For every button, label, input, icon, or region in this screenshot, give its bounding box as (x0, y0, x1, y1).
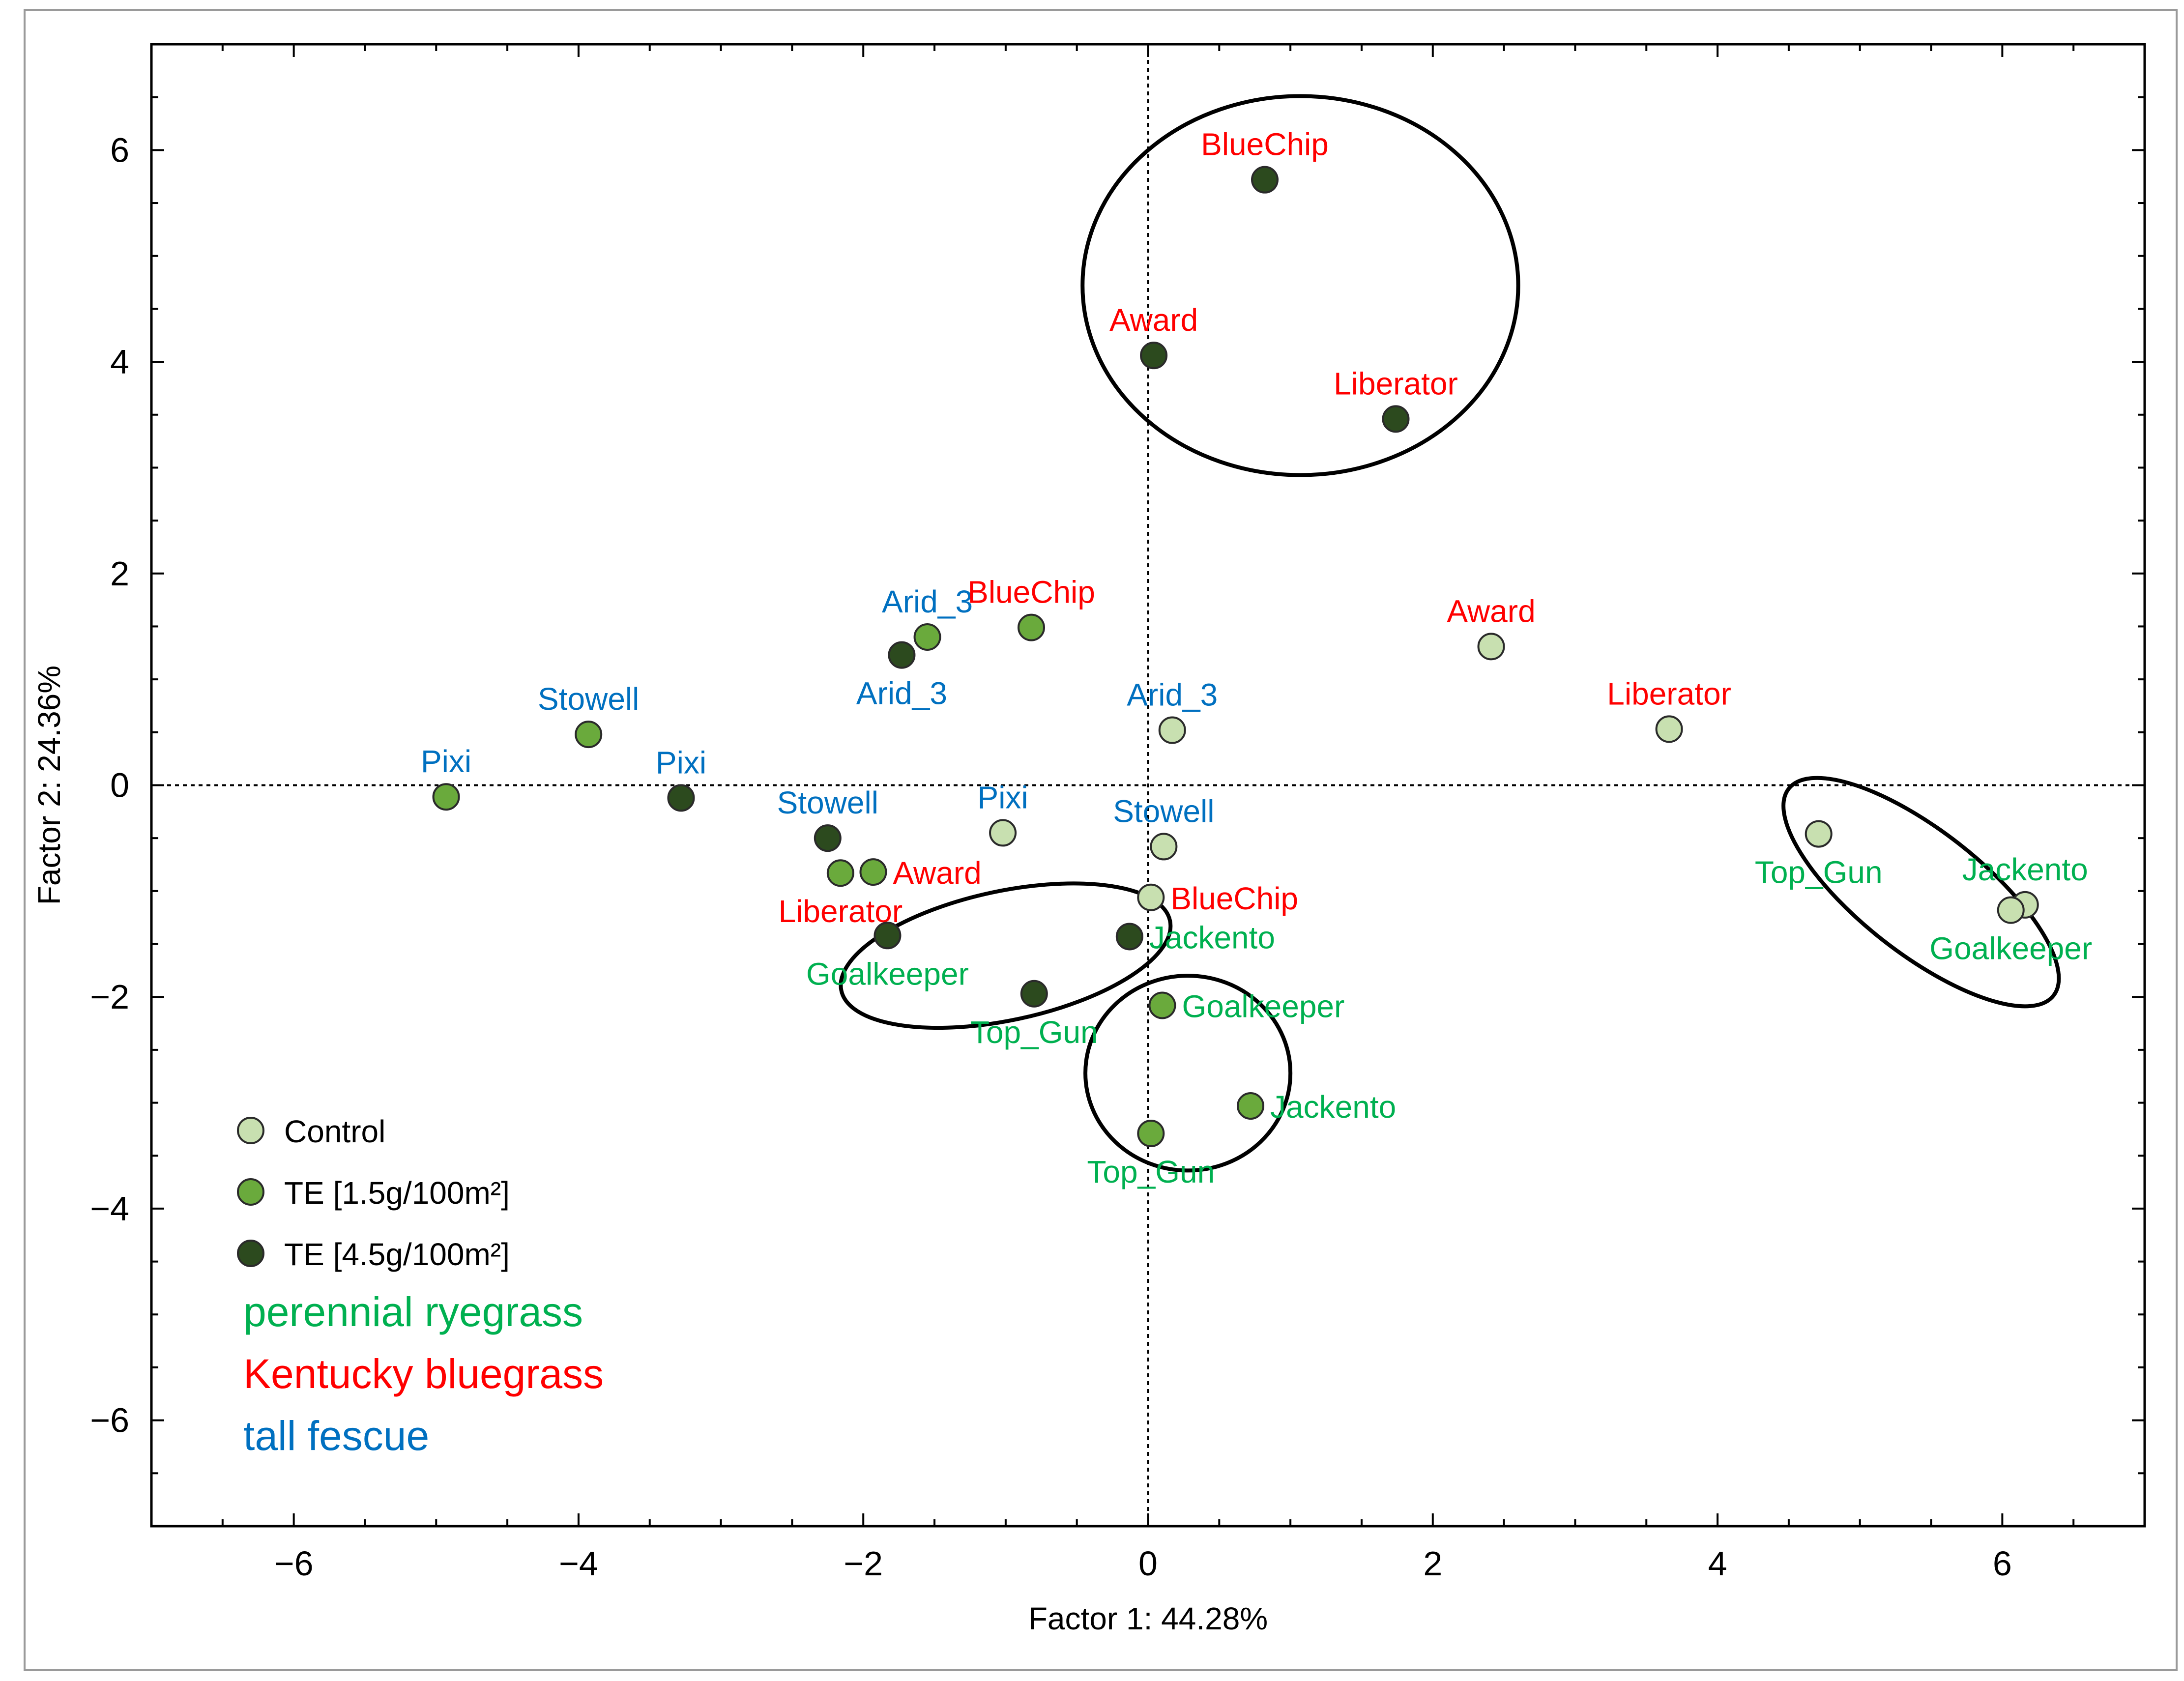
data-label-4: Arid_3 (882, 584, 973, 619)
x-tick-label: −6 (274, 1544, 314, 1583)
x-axis-title: Factor 1: 44.28% (1028, 1601, 1268, 1636)
data-point-18 (1137, 883, 1165, 911)
y-tick-label: −2 (90, 978, 129, 1016)
data-label-27: Goalkeeper (1929, 931, 2092, 966)
data-label-16: Award (893, 855, 981, 891)
data-label-13: Stowell (777, 785, 878, 820)
data-point-16 (859, 858, 887, 886)
legend-label-control: Control (284, 1114, 385, 1149)
data-point-12 (667, 784, 695, 812)
data-point-10 (575, 721, 603, 749)
data-point-3 (1382, 405, 1410, 433)
data-point-8 (1158, 716, 1186, 744)
y-tick-label: 0 (110, 766, 129, 805)
x-tick-label: −4 (559, 1544, 598, 1583)
data-label-26: Jackento (1962, 852, 2088, 887)
data-label-23: Jackento (1270, 1089, 1396, 1125)
data-label-3: Liberator (1334, 366, 1458, 401)
data-label-21: Top_Gun (970, 1014, 1098, 1050)
data-point-11 (432, 783, 460, 811)
y-tick-label: 2 (110, 554, 129, 593)
legend-marker-te45 (237, 1240, 264, 1267)
data-label-18: BlueChip (1170, 881, 1298, 916)
data-label-12: Pixi (656, 745, 706, 780)
data-point-20 (1115, 923, 1143, 951)
data-point-9 (1655, 715, 1683, 743)
legend-species-fescue: tall fescue (243, 1413, 429, 1459)
data-point-14 (989, 819, 1017, 847)
data-label-14: Pixi (978, 780, 1028, 815)
y-tick-label: −4 (90, 1189, 129, 1228)
data-point-13 (814, 824, 842, 852)
data-label-25: Top_Gun (1755, 855, 1883, 890)
data-point-25 (1805, 820, 1833, 848)
data-label-15: Stowell (1113, 793, 1214, 829)
data-point-5 (1017, 613, 1045, 641)
data-label-22: Goalkeeper (1182, 988, 1344, 1024)
data-label-9: Liberator (1607, 676, 1731, 711)
data-point-1 (1251, 166, 1279, 194)
data-label-6: Arid_3 (856, 676, 947, 711)
legend-species-ryegrass: perennial ryegrass (243, 1289, 583, 1335)
data-point-4 (913, 623, 941, 651)
data-label-19: Goalkeeper (806, 956, 969, 991)
data-label-24: Top_Gun (1087, 1154, 1215, 1189)
data-point-17 (826, 859, 854, 887)
y-axis-title: Factor 2: 24.36% (31, 666, 67, 905)
y-tick-label: 6 (110, 131, 129, 169)
x-tick-label: 0 (1138, 1544, 1158, 1583)
cluster-ellipse (1083, 974, 1293, 1173)
cluster-ellipse (839, 881, 1173, 1030)
data-label-2: Award (1109, 302, 1198, 338)
data-point-24 (1137, 1120, 1165, 1148)
x-tick-label: 2 (1423, 1544, 1442, 1583)
data-label-11: Pixi (421, 744, 471, 779)
legend-label-te45: TE [4.5g/100m²] (284, 1237, 510, 1272)
legend-marker-control (237, 1117, 264, 1144)
data-label-10: Stowell (538, 681, 639, 717)
legend-marker-te15 (237, 1178, 264, 1206)
cluster-te45-bluegrass (1080, 94, 1520, 477)
x-tick-label: 4 (1708, 1544, 1727, 1583)
data-point-6 (888, 641, 916, 669)
x-tick-label: 6 (1993, 1544, 2012, 1583)
data-point-27 (1997, 896, 2025, 924)
data-point-19 (874, 922, 902, 950)
data-label-20: Jackento (1149, 920, 1275, 955)
data-label-1: BlueChip (1201, 127, 1329, 162)
cluster-control-ryegrass (1781, 776, 2061, 1009)
data-point-23 (1237, 1092, 1265, 1120)
y-tick-label: −6 (90, 1401, 129, 1440)
data-label-5: BlueChip (967, 575, 1095, 610)
data-point-15 (1150, 833, 1178, 861)
data-point-22 (1148, 991, 1176, 1019)
cluster-te15-ryegrass (1083, 974, 1293, 1173)
data-point-21 (1020, 980, 1048, 1008)
data-label-8: Arid_3 (1127, 677, 1218, 713)
x-tick-label: −2 (844, 1544, 883, 1583)
legend-species-bluegrass: Kentucky bluegrass (243, 1351, 604, 1397)
cluster-te45-ryegrass (839, 881, 1173, 1030)
data-label-7: Award (1447, 593, 1535, 629)
data-point-7 (1477, 633, 1505, 661)
data-point-2 (1140, 342, 1168, 370)
cluster-ellipse (1080, 94, 1520, 477)
cluster-ellipse (1781, 776, 2061, 1009)
y-tick-label: 4 (110, 343, 129, 381)
legend-label-te15: TE [1.5g/100m²] (284, 1175, 510, 1211)
